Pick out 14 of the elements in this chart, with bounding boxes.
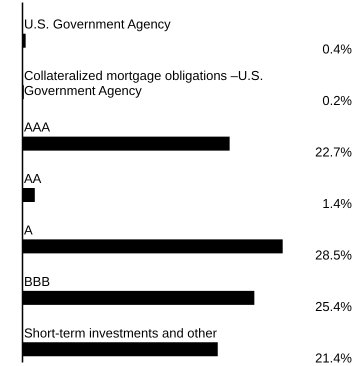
data-label: 1.4% xyxy=(322,196,352,211)
y-tick-label: Collateralized mortgage obligations –U.S. Government Agency xyxy=(24,68,264,98)
data-label: 0.2% xyxy=(322,93,352,108)
data-label: 0.4% xyxy=(322,42,352,57)
y-tick-label: U.S. Government Agency xyxy=(24,16,172,32)
y-tick-label: Short-term investments and other xyxy=(24,325,218,340)
y-tick-label: A xyxy=(24,222,33,238)
data-label: 21.4% xyxy=(315,350,352,366)
data-label: 28.5% xyxy=(315,247,352,262)
data-label: 22.7% xyxy=(315,144,352,160)
y-tick-label: AA xyxy=(24,171,42,186)
y-tick-label: BBB xyxy=(24,274,50,289)
y-tick-label: AAA xyxy=(24,120,50,135)
data-label: 25.4% xyxy=(315,298,352,314)
